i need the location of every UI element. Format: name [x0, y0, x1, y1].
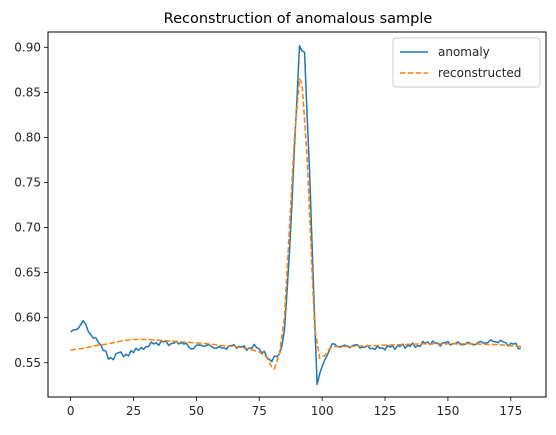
legend: anomaly reconstructed — [392, 37, 541, 88]
y-tick-label: 0.70 — [14, 221, 41, 235]
x-tick-label: 150 — [436, 404, 459, 418]
legend-label-anomaly: anomaly — [438, 45, 490, 59]
x-tick-label: 100 — [311, 404, 334, 418]
y-tick-label: 0.65 — [14, 266, 41, 280]
chart-title: Reconstruction of anomalous sample — [164, 11, 433, 27]
x-tick-label: 50 — [189, 404, 204, 418]
x-tick-label: 0 — [67, 404, 75, 418]
x-tick-label: 75 — [252, 404, 267, 418]
axes-frame — [47, 31, 547, 398]
x-axis: 0 25 50 75 100 125 150 175 — [67, 397, 522, 418]
legend-label-reconstructed: reconstructed — [438, 66, 521, 80]
y-tick-label: 0.85 — [14, 85, 41, 99]
series-line-anomaly — [70, 45, 522, 386]
series-layer — [70, 45, 522, 386]
y-tick-label: 0.80 — [14, 130, 41, 144]
y-axis: 0.55 0.60 0.65 0.70 0.75 0.80 0.85 0.90 — [14, 40, 48, 370]
y-tick-label: 0.60 — [14, 311, 41, 325]
legend-box — [392, 37, 541, 88]
x-tick-label: 25 — [126, 404, 141, 418]
x-tick-label: 175 — [499, 404, 522, 418]
y-tick-label: 0.75 — [14, 176, 41, 190]
series-line-reconstructed — [70, 78, 521, 370]
y-tick-label: 0.55 — [14, 356, 41, 370]
y-tick-label: 0.90 — [14, 40, 41, 54]
x-tick-label: 125 — [374, 404, 397, 418]
